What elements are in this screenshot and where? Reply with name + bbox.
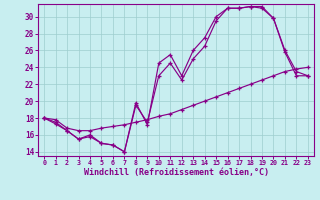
X-axis label: Windchill (Refroidissement éolien,°C): Windchill (Refroidissement éolien,°C) <box>84 168 268 177</box>
